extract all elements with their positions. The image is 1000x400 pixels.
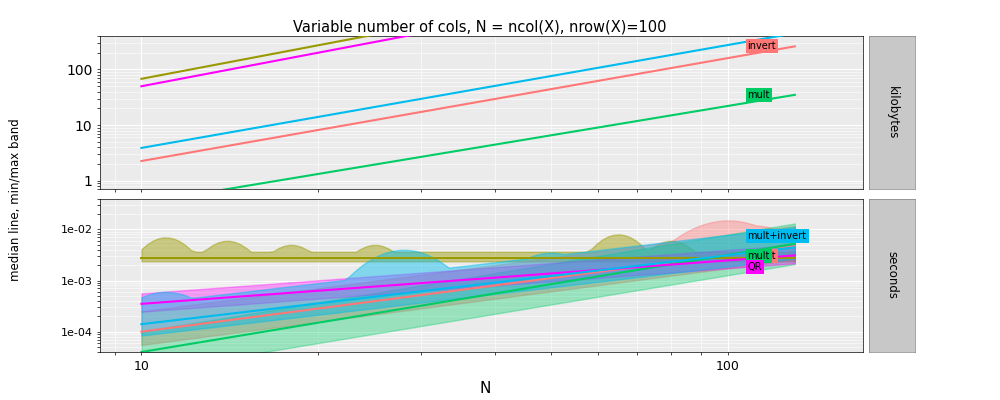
Text: mult+invert: mult+invert (0, 399, 1, 400)
Text: mult+invert: mult+invert (748, 230, 807, 240)
Text: Variable number of cols, N = ncol(X), nrow(X)=100: Variable number of cols, N = ncol(X), nr… (293, 20, 667, 35)
Text: invert: invert (748, 251, 776, 261)
Text: QR: QR (748, 262, 762, 272)
Text: median line, min/max band: median line, min/max band (8, 119, 22, 281)
Text: kilobytes: kilobytes (886, 86, 899, 139)
Text: N: N (479, 381, 491, 396)
Text: mult: mult (748, 90, 770, 100)
Text: QR: QR (0, 399, 1, 400)
Text: seconds: seconds (886, 251, 899, 299)
Text: invert: invert (748, 41, 776, 51)
Text: lm: lm (0, 399, 1, 400)
Text: mult: mult (748, 250, 770, 260)
Text: lm: lm (748, 252, 760, 262)
